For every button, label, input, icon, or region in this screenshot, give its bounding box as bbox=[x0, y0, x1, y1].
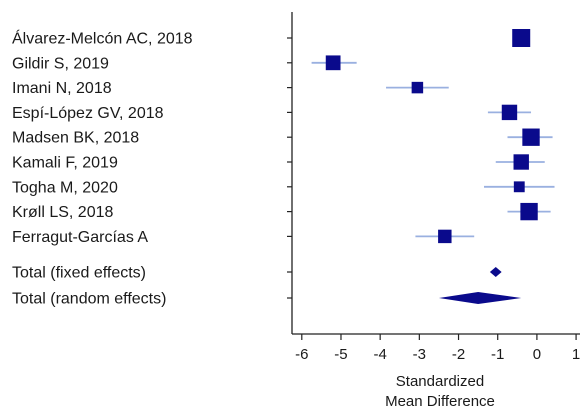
study-label: Ferragut-Garcías A bbox=[12, 229, 148, 246]
x-axis-tick-label: -2 bbox=[452, 346, 465, 363]
x-axis-title-line-1: Standardized bbox=[396, 373, 484, 390]
effect-size-square bbox=[411, 81, 424, 94]
x-axis-tick-label: -6 bbox=[295, 346, 308, 363]
total-label: Total (random effects) bbox=[12, 291, 166, 308]
x-axis-tick-label: 0 bbox=[533, 346, 541, 363]
effect-size-square bbox=[522, 128, 540, 146]
forest-marks bbox=[311, 29, 555, 304]
x-axis-tick-label: 1 bbox=[572, 346, 580, 363]
study-label: Krøll LS, 2018 bbox=[12, 204, 113, 221]
x-axis-tick-label: -1 bbox=[491, 346, 504, 363]
effect-size-square bbox=[325, 55, 341, 71]
study-label: Kamali F, 2019 bbox=[12, 155, 118, 172]
x-axis-tick-label: -3 bbox=[413, 346, 426, 363]
study-label: Imani N, 2018 bbox=[12, 80, 112, 97]
study-label: Madsen BK, 2018 bbox=[12, 130, 139, 147]
effect-size-square bbox=[520, 202, 538, 221]
x-axis-title-line-2: Mean Difference bbox=[385, 393, 495, 410]
x-axis-tick-label: -4 bbox=[373, 346, 386, 363]
study-label: Togha M, 2020 bbox=[12, 179, 118, 196]
effect-size-square bbox=[501, 104, 518, 121]
study-label: Espí-López GV, 2018 bbox=[12, 105, 164, 122]
effect-size-square bbox=[513, 181, 525, 193]
effect-size-square bbox=[438, 229, 452, 244]
x-axis-tick-label: -5 bbox=[334, 346, 347, 363]
total-label: Total (fixed effects) bbox=[12, 265, 146, 282]
effect-size-square bbox=[512, 29, 531, 47]
effect-size-square bbox=[513, 154, 529, 170]
study-labels: Álvarez-Melcón AC, 2018 Gildir S, 2019 Ima… bbox=[12, 29, 193, 308]
study-label: Gildir S, 2019 bbox=[12, 55, 109, 72]
fixed-effects-diamond bbox=[489, 267, 502, 277]
study-label: Álvarez-Melcón AC, 2018 bbox=[12, 29, 193, 48]
x-axis: -6 -5 -4 -3 -2 -1 0 1 bbox=[287, 12, 580, 363]
random-effects-diamond bbox=[438, 292, 522, 304]
